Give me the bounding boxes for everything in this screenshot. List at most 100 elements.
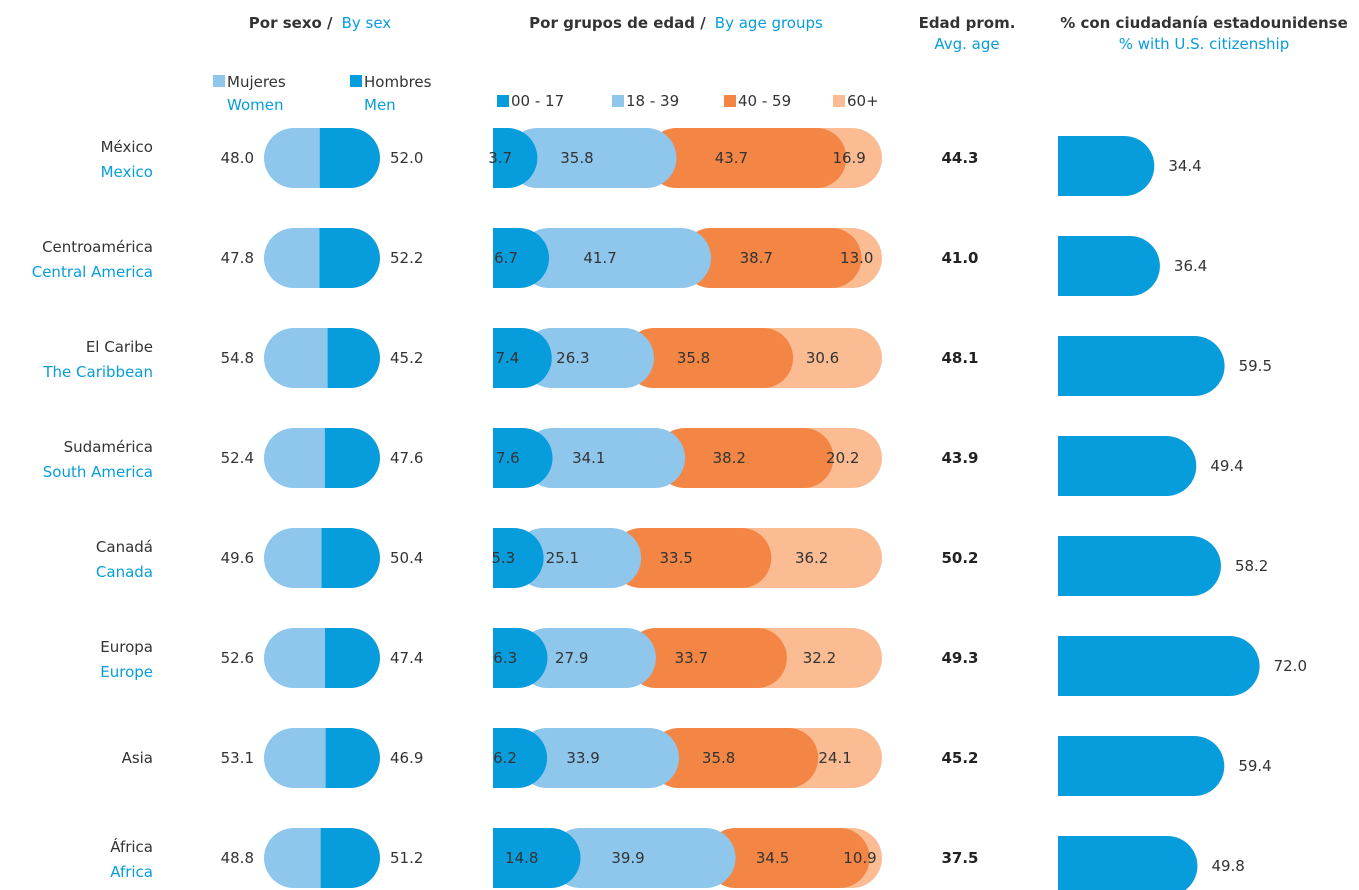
row-label-es: El Caribe xyxy=(86,338,153,356)
header-sex: Por sexo / By sex xyxy=(249,13,392,32)
citizenship-value-label: 59.5 xyxy=(1239,357,1272,375)
sex-bar xyxy=(264,128,380,188)
age-segment-2 xyxy=(646,128,847,188)
row-0: México Mexico 48.0 52.0 3.7 35.8 43.7 16.9 44.3 3… xyxy=(101,128,1202,196)
legend-women-swatch xyxy=(213,75,225,87)
chart-rows: México Mexico 48.0 52.0 3.7 35.8 43.7 16.9 44.3 3… xyxy=(32,128,1307,890)
sex-bar-women xyxy=(264,428,325,488)
age-value-label-2: 33.7 xyxy=(675,649,708,667)
age-value-label-0: 6.3 xyxy=(493,649,517,667)
header-avg-en: Avg. age xyxy=(934,35,999,53)
legend-age-3: 60+ xyxy=(847,92,879,110)
age-segment-1 xyxy=(517,728,679,788)
row-4: Canadá Canada 49.6 50.4 5.3 25.1 33.5 36.2 50.2 5… xyxy=(96,528,1268,596)
age-bar xyxy=(493,428,882,488)
row-label-en: Central America xyxy=(32,263,153,281)
age-segment-0 xyxy=(493,728,548,788)
age-bar xyxy=(493,728,882,788)
sex-bar-men xyxy=(325,628,380,688)
header-age-es: Por grupos de edad / xyxy=(529,14,706,32)
age-value-label-1: 39.9 xyxy=(611,849,644,867)
age-value-label-3: 30.6 xyxy=(806,349,839,367)
age-segment-2 xyxy=(705,828,870,888)
row-label-es: Centroamérica xyxy=(42,238,153,256)
citizenship-value-label: 59.4 xyxy=(1238,757,1271,775)
sex-bar-women xyxy=(264,728,326,788)
legend-women-en: Women xyxy=(227,96,283,114)
row-label-es: Asia xyxy=(122,749,153,767)
age-value-label-3: 32.2 xyxy=(803,649,836,667)
age-value-label-1: 35.8 xyxy=(560,149,593,167)
citizenship-bar xyxy=(1058,836,1198,890)
age-segment-1 xyxy=(507,128,677,188)
sex-women-label: 47.8 xyxy=(221,249,254,267)
row-label-es: Europa xyxy=(100,638,153,656)
age-value-label-2: 34.5 xyxy=(756,849,789,867)
sex-bar-men xyxy=(324,428,380,488)
age-segment-0 xyxy=(493,628,548,688)
age-value-label-0: 7.6 xyxy=(496,449,520,467)
legend-age-3-swatch xyxy=(833,95,845,107)
age-segment-0 xyxy=(493,128,538,188)
sex-women-label: 53.1 xyxy=(221,749,254,767)
sex-bar-women xyxy=(264,528,322,588)
sex-bar xyxy=(264,528,380,588)
row-label-es: México xyxy=(101,138,153,156)
header-cit-en: % with U.S. citizenship xyxy=(1119,35,1290,53)
legend-age: 00 - 17 18 - 39 40 - 59 60+ xyxy=(497,92,879,110)
age-bar xyxy=(493,328,882,388)
age-segment-1 xyxy=(521,328,654,388)
age-value-label-2: 38.2 xyxy=(713,449,746,467)
row-label-es: África xyxy=(110,837,153,856)
avg-age-value: 41.0 xyxy=(941,249,978,267)
age-segment-1 xyxy=(519,228,712,288)
sex-men-label: 45.2 xyxy=(390,349,423,367)
header-age: Por grupos de edad / By age groups xyxy=(529,14,823,32)
citizenship-bar xyxy=(1058,736,1225,796)
legend-age-0-swatch xyxy=(497,95,509,107)
header-sex-en: By sex xyxy=(342,14,392,32)
sex-men-label: 46.9 xyxy=(390,749,423,767)
age-bar xyxy=(493,628,882,688)
age-segment-2 xyxy=(611,528,772,588)
age-segment-0 xyxy=(493,228,550,288)
sex-bar xyxy=(264,228,380,288)
row-label-en: Canada xyxy=(96,563,153,581)
citizenship-bar xyxy=(1058,636,1260,696)
header-age-en: By age groups xyxy=(715,14,823,32)
sex-bar xyxy=(264,728,380,788)
age-value-label-3: 13.0 xyxy=(840,249,873,267)
age-value-label-1: 33.9 xyxy=(566,749,599,767)
age-segment-0 xyxy=(493,428,553,488)
sex-women-label: 48.8 xyxy=(221,849,254,867)
sex-bar-women xyxy=(264,128,320,188)
age-value-label-3: 20.2 xyxy=(826,449,859,467)
age-value-label-0: 6.7 xyxy=(494,249,518,267)
age-segment-2 xyxy=(681,228,862,288)
age-bar xyxy=(493,528,882,588)
row-2: El Caribe The Caribbean 54.8 45.2 7.4 26.3 35.… xyxy=(42,328,1272,396)
sex-bar-women xyxy=(264,328,328,388)
sex-women-label: 54.8 xyxy=(221,349,254,367)
sex-women-label: 52.4 xyxy=(221,449,254,467)
sex-women-label: 49.6 xyxy=(221,549,254,567)
avg-age-value: 50.2 xyxy=(941,549,978,567)
svg-text:Por sexo / By sex: Por sexo / By sex xyxy=(249,13,392,32)
sex-bar-men xyxy=(319,128,380,188)
age-value-label-0: 5.3 xyxy=(491,549,515,567)
age-segment-1 xyxy=(550,828,736,888)
sex-men-label: 50.4 xyxy=(390,549,423,567)
legend-age-2-swatch xyxy=(724,95,736,107)
row-label-en: South America xyxy=(43,463,153,481)
row-label-en: Europe xyxy=(100,663,153,681)
age-segment-1 xyxy=(517,628,656,688)
header-cit-es: % con ciudadanía estadounidense xyxy=(1060,14,1348,32)
row-5: Europa Europe 52.6 47.4 6.3 27.9 33.7 32.2 49.3 7… xyxy=(100,628,1307,696)
sex-bar xyxy=(264,828,380,888)
citizenship-bar xyxy=(1058,436,1197,496)
age-value-label-3: 24.1 xyxy=(818,749,851,767)
age-value-label-3: 36.2 xyxy=(795,549,828,567)
citizenship-value-label: 36.4 xyxy=(1174,257,1207,275)
sex-men-label: 51.2 xyxy=(390,849,423,867)
